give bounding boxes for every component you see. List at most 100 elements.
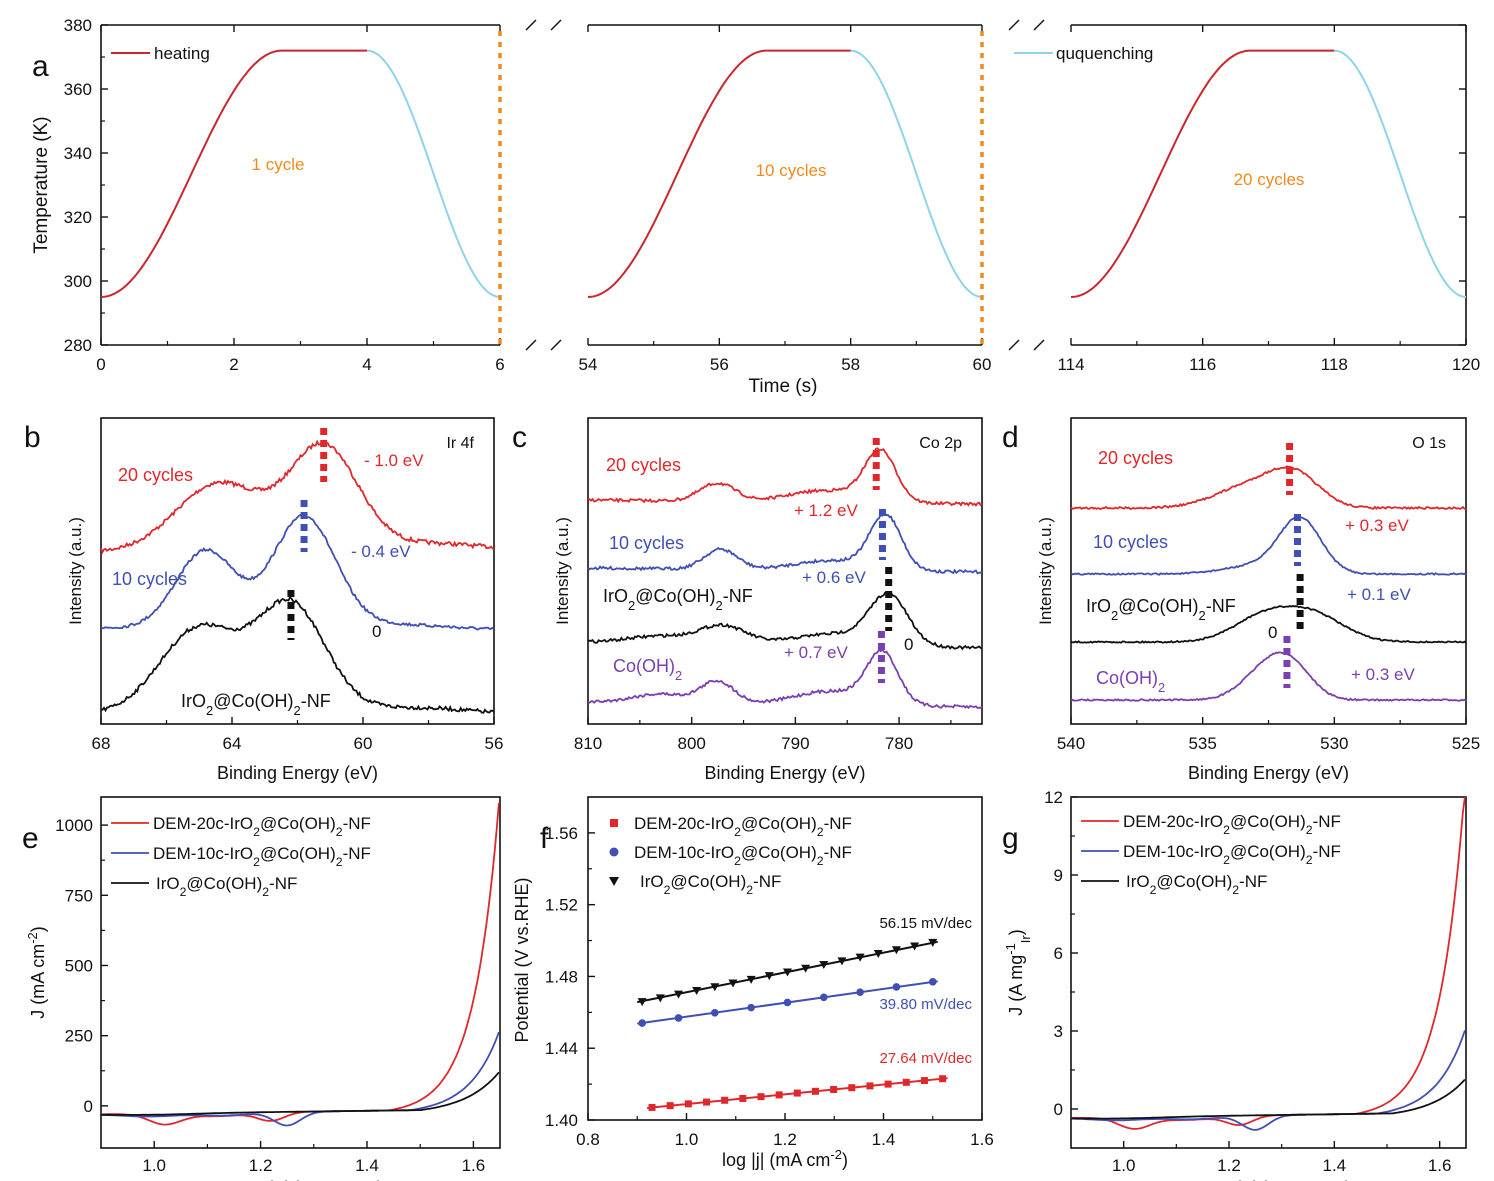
- shift-label-20: + 0.3 eV: [1345, 516, 1409, 535]
- x-tick-label: 780: [885, 734, 913, 753]
- panel-letter: a: [32, 50, 49, 83]
- x-axis-title: Binding Energy (eV): [217, 763, 378, 783]
- legend-marker: [610, 819, 618, 827]
- x-tick-label: 0.8: [576, 1130, 600, 1149]
- tafel-point: [855, 953, 865, 962]
- tafel-point: [637, 998, 647, 1007]
- series-label-cooh2: Co(OH)2: [1096, 668, 1165, 695]
- x-tick-label: 530: [1320, 734, 1348, 753]
- tafel-point: [783, 998, 792, 1007]
- x-tick-label: 790: [781, 734, 809, 753]
- shift-label-cooh2: + 0.7 eV: [784, 643, 848, 662]
- x-tick-label: 1.6: [462, 1156, 486, 1175]
- heating-line: [100, 49, 367, 298]
- y-tick-label: 360: [64, 80, 92, 99]
- shift-label-pristine: 0: [372, 622, 381, 641]
- tafel-point: [775, 1091, 783, 1099]
- cycle-label: 10 cycles: [756, 161, 827, 180]
- x-tick-label: 1.4: [1323, 1156, 1347, 1175]
- x-tick-label: 120: [1452, 355, 1480, 374]
- series-label-10: 10 cycles: [1093, 532, 1168, 552]
- tafel-point: [638, 1019, 646, 1027]
- spectrum-pristine: [100, 596, 495, 714]
- x-tick-label: 1.4: [872, 1130, 896, 1149]
- spectrum-10-cycles: [1070, 516, 1467, 576]
- series-label-20: 20 cycles: [1098, 448, 1173, 468]
- tafel-point: [928, 978, 937, 986]
- tafel-point: [739, 1094, 747, 1102]
- tafel-point: [648, 1103, 656, 1111]
- y-tick-label: 1.56: [545, 824, 578, 843]
- cycle-label: 20 cycles: [1234, 170, 1305, 189]
- lsv-frame: [1070, 796, 1467, 1149]
- x-tick-label: 56: [485, 734, 504, 753]
- tafel-point: [655, 994, 665, 1003]
- tafel-point: [856, 988, 864, 996]
- x-tick-label: 1.0: [142, 1156, 166, 1175]
- tafel-point: [710, 983, 720, 992]
- legend-quenching: ququenching: [1056, 44, 1153, 63]
- quenching-line: [850, 49, 983, 298]
- tafel-point: [674, 1014, 683, 1022]
- y-tick-label: 1000: [55, 816, 93, 835]
- axis-break-mark: [1033, 339, 1045, 351]
- lsv-curve: [1071, 1030, 1466, 1131]
- spectrum-20-cycles: [587, 447, 983, 507]
- shift-label-20: - 1.0 eV: [364, 451, 424, 470]
- tafel-point: [928, 938, 938, 947]
- legend-entry: DEM-10c-IrO2@Co(OH)2-NF: [1123, 842, 1341, 867]
- spectrum-10-cycles: [100, 513, 495, 631]
- legend-entry: DEM-20c-IrO2@Co(OH)2-NF: [634, 814, 852, 839]
- series-label-pristine: IrO2@Co(OH)2-NF: [1086, 596, 1236, 623]
- tafel-point: [830, 1085, 838, 1093]
- lsv-curve: [101, 1031, 500, 1127]
- axis-break-mark: [1033, 19, 1045, 31]
- quenching-line: [1334, 49, 1467, 298]
- x-tick-label: 0: [96, 355, 105, 374]
- tafel-point: [666, 1102, 674, 1110]
- axis-break-mark: [1008, 339, 1020, 351]
- tafel-point: [746, 975, 756, 984]
- legend-entry: DEM-20c-IrO2@Co(OH)2-NF: [153, 814, 371, 839]
- tafel-point: [782, 968, 792, 977]
- x-tick-label: 118: [1321, 355, 1348, 374]
- axis-break-mark: [1008, 19, 1020, 31]
- tafel-point: [747, 1003, 755, 1012]
- tafel-point: [692, 986, 702, 995]
- shift-label-cooh2: + 0.3 eV: [1351, 665, 1415, 684]
- x-tick-label: 60: [354, 734, 373, 753]
- cycle-label: 1 cycle: [252, 155, 305, 174]
- y-tick-label: 280: [64, 336, 92, 355]
- y-axis-title: Intensity (a.u.): [553, 517, 572, 625]
- lsv-frame: [100, 796, 501, 1149]
- legend-entry: DEM-10c-IrO2@Co(OH)2-NF: [634, 843, 852, 868]
- panel-letter: b: [24, 421, 41, 454]
- panel-letter: f: [540, 822, 549, 855]
- x-tick-label: 540: [1057, 734, 1085, 753]
- spectrum-pristine: [1070, 605, 1467, 644]
- tafel-point: [837, 957, 847, 966]
- tafel-point: [757, 1093, 765, 1101]
- lsv-curve: [101, 1071, 500, 1116]
- series-label-cooh2: Co(OH)2: [613, 656, 682, 683]
- series-label-20: 20 cycles: [118, 465, 193, 485]
- x-tick-label: 1.6: [970, 1130, 994, 1149]
- heating-line: [587, 49, 851, 298]
- tafel-point: [684, 1100, 692, 1108]
- x-tick-label: 525: [1452, 734, 1480, 753]
- legend-marker: [609, 877, 619, 886]
- series-label-20: 20 cycles: [606, 455, 681, 475]
- tafel-slope-label: 56.15 mV/dec: [879, 915, 972, 932]
- shift-label-20: + 1.2 eV: [794, 501, 858, 520]
- tafel-point: [891, 946, 901, 955]
- shift-label-pristine: 0: [1268, 623, 1277, 642]
- shift-label-10: + 0.1 eV: [1347, 585, 1411, 604]
- tafel-point: [873, 949, 883, 958]
- x-tick-label: 58: [841, 355, 860, 374]
- tafel-point: [884, 1080, 892, 1088]
- x-tick-label: 68: [92, 734, 111, 753]
- x-tick-label: 1.2: [773, 1130, 797, 1149]
- shift-label-pristine: 0: [904, 635, 913, 654]
- tafel-point: [811, 1087, 819, 1095]
- legend-marker: [609, 847, 619, 857]
